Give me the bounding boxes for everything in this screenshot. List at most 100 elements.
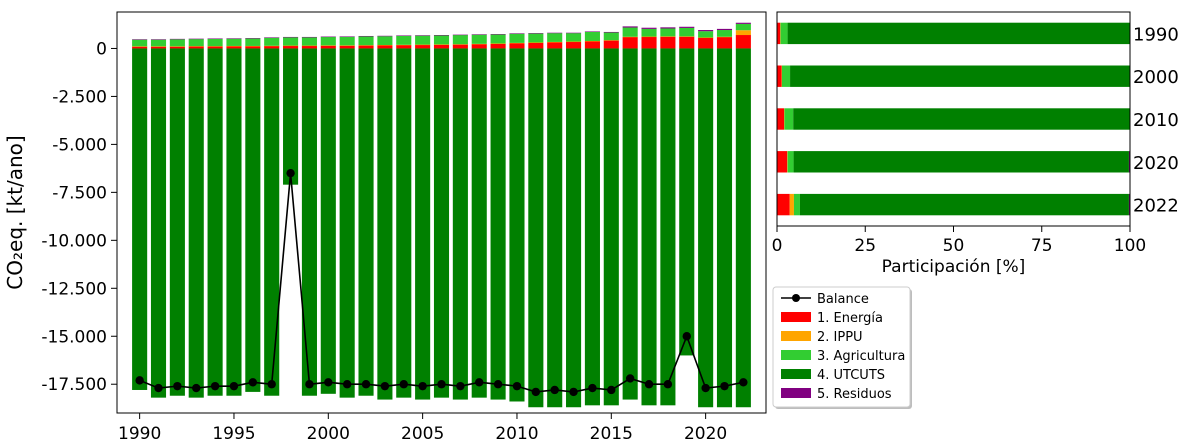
balance-point-2005	[418, 381, 427, 391]
bar-energia-2015	[603, 40, 619, 49]
bar-utcuts-2021	[716, 48, 733, 408]
category-label: 2010	[1133, 110, 1179, 131]
bar-ippu-2017	[641, 36, 657, 38]
bar-agricultura-2015	[603, 32, 619, 41]
share-bar-ippu-2022	[789, 193, 794, 216]
bar-utcuts-2017	[641, 48, 657, 406]
bar-agricultura-2007	[452, 35, 468, 45]
bar-ippu-2008	[471, 43, 487, 45]
bar-ippu-1994	[207, 46, 223, 47]
bar-ippu-1999	[301, 45, 317, 47]
balance-point-2010	[512, 381, 522, 391]
bar-residuos-1999	[301, 36, 317, 38]
bar-residuos-2001	[339, 36, 355, 37]
balance-point-2018	[663, 380, 673, 389]
bar-ippu-1990	[132, 46, 148, 47]
bar-utcuts-2018	[660, 48, 676, 406]
x-tick-label: 75	[1031, 236, 1053, 256]
balance-point-2009	[493, 380, 503, 389]
bar-agricultura-2017	[641, 28, 657, 37]
category-label: 2000	[1133, 67, 1179, 88]
balance-point-2014	[588, 383, 597, 393]
bar-residuos-1994	[207, 38, 223, 39]
y-tick-label: -2.500	[52, 87, 107, 107]
balance-point-1992	[173, 381, 182, 391]
x-tick-label: 25	[854, 236, 876, 256]
x-tick-label: 2000	[307, 424, 350, 439]
bar-agricultura-1991	[150, 39, 167, 47]
bar-energia-2006	[433, 44, 450, 49]
bar-agricultura-2005	[415, 35, 431, 45]
bar-energia-1999	[301, 45, 317, 49]
bar-agricultura-2000	[320, 36, 336, 46]
legend-label: 1. Energía	[817, 311, 883, 326]
bar-utcuts-2015	[603, 48, 619, 406]
bar-residuos-2013	[566, 32, 582, 34]
bar-residuos-1992	[169, 38, 185, 40]
bar-utcuts-2022	[735, 48, 751, 408]
bar-residuos-2018	[660, 27, 676, 29]
balance-point-2016	[625, 374, 635, 383]
bar-agricultura-1995	[226, 38, 242, 46]
bar-residuos-2022	[735, 22, 751, 24]
bar-agricultura-2001	[339, 36, 355, 46]
bar-agricultura-2004	[396, 35, 412, 45]
bar-agricultura-1990	[132, 39, 148, 47]
bar-utcuts-1995	[226, 48, 242, 396]
legend-label: 3. Agricultura	[817, 349, 905, 364]
bar-utcuts-2006	[433, 48, 450, 398]
bar-energia-2000	[320, 45, 336, 49]
bar-agricultura-2002	[358, 36, 374, 46]
y-tick-label: -12.500	[41, 279, 107, 299]
bar-ippu-2016	[622, 36, 638, 38]
x-tick-label: 1995	[212, 424, 255, 439]
bar-energia-2007	[452, 44, 468, 49]
bar-utcuts-1990	[132, 48, 148, 390]
bar-residuos-1996	[245, 38, 261, 39]
share-bar-utcuts-2020	[793, 151, 1129, 173]
bar-energia-2010	[509, 43, 525, 49]
bar-energia-2004	[396, 45, 412, 49]
bar-residuos-2006	[433, 35, 450, 36]
bar-ippu-2014	[584, 40, 600, 42]
bar-energia-1990	[132, 46, 148, 49]
share-bar-agricultura-1990	[780, 22, 788, 45]
balance-point-2000	[324, 378, 333, 387]
share-bar-utcuts-1990	[787, 22, 1130, 45]
category-label: 2022	[1133, 196, 1179, 217]
bar-utcuts-2008	[471, 48, 487, 398]
bar-ippu-2011	[528, 42, 544, 44]
bar-utcuts-2010	[509, 48, 525, 402]
category-label: 2020	[1133, 153, 1179, 174]
bar-agricultura-2011	[528, 33, 544, 43]
legend-swatch-energia	[781, 312, 811, 322]
legend-swatch-residuos	[781, 388, 811, 398]
bar-residuos-1991	[150, 39, 167, 40]
bar-ippu-1991	[150, 46, 167, 47]
bar-ippu-1993	[188, 46, 204, 47]
x-tick-label: 100	[1114, 236, 1146, 256]
legend-swatch-agricultura	[781, 350, 811, 360]
bar-agricultura-2012	[547, 33, 563, 42]
bar-residuos-1993	[188, 38, 204, 40]
share-bar-energia-2022	[777, 193, 790, 216]
bar-utcuts-2011	[528, 48, 544, 408]
bar-ippu-2002	[358, 45, 374, 46]
bar-residuos-2004	[396, 35, 412, 36]
bar-residuos-2012	[547, 32, 563, 34]
bar-ippu-1995	[226, 45, 242, 47]
balance-point-1993	[192, 383, 201, 393]
y-tick-label: -7.500	[52, 183, 107, 203]
bar-agricultura-2016	[622, 27, 638, 37]
bar-energia-1996	[245, 46, 261, 49]
bar-energia-2012	[547, 42, 563, 49]
bar-ippu-2004	[396, 44, 412, 46]
balance-point-2015	[607, 385, 616, 395]
share-bar-residuos-2022	[1128, 193, 1130, 216]
bar-residuos-1990	[132, 39, 148, 40]
bar-agricultura-2018	[660, 28, 676, 37]
bar-ippu-2015	[603, 40, 619, 41]
bar-agricultura-2006	[433, 35, 450, 45]
x-tick-label: 2010	[495, 424, 538, 439]
